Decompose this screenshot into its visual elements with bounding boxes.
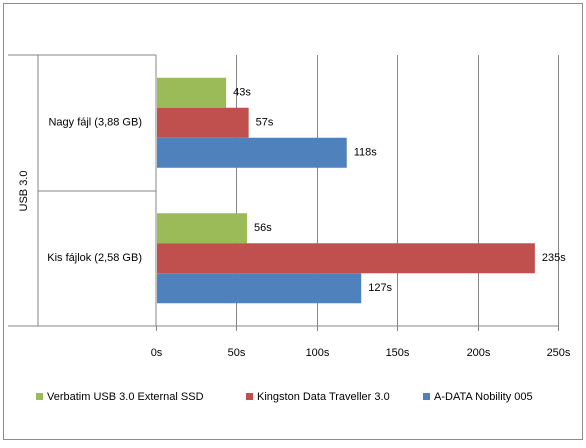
x-tick-label: 100s (306, 347, 330, 359)
legend-label: Kingston Data Traveller 3.0 (257, 391, 390, 403)
legend-item: Verbatim USB 3.0 External SSD (36, 391, 204, 403)
bar (157, 107, 249, 138)
bar (157, 213, 248, 244)
legend-swatch (246, 393, 253, 400)
x-tick-label: 0s (151, 347, 163, 359)
bar (157, 77, 227, 108)
bars (157, 77, 535, 304)
data-label: 56s (254, 222, 272, 234)
bar (157, 273, 362, 304)
legend-label: Verbatim USB 3.0 External SSD (47, 391, 204, 403)
group-label: USB 3.0 (18, 171, 30, 212)
legend-item: Kingston Data Traveller 3.0 (246, 391, 390, 403)
x-tick-label: 200s (467, 347, 491, 359)
chart-border (3, 3, 583, 440)
legend-item: A-DATA Nobility 005 (423, 391, 533, 403)
data-label: 235s (542, 252, 566, 264)
data-label: 127s (368, 282, 392, 294)
category-label: Kis fájlok (2,58 GB) (47, 252, 142, 264)
x-tick-label: 50s (228, 347, 246, 359)
legend-label: A-DATA Nobility 005 (434, 391, 533, 403)
labels: 0s 50s 100s 150s 200s 250s 43s 57s 118s Nagy fájl… (47, 87, 571, 359)
axes: USB 3.0 (8, 54, 558, 327)
legend-swatch (423, 393, 430, 400)
data-label: 57s (256, 117, 274, 129)
legend-swatch (36, 393, 43, 400)
data-label: 43s (233, 87, 251, 99)
category-label: Nagy fájl (3,88 GB) (48, 117, 142, 129)
x-tick-label: 150s (386, 347, 410, 359)
data-label: 118s (354, 147, 378, 159)
bar (157, 137, 347, 168)
bar (157, 243, 535, 274)
x-tick-label: 250s (547, 347, 571, 359)
legend: Verbatim USB 3.0 External SSD Kingston Da… (36, 391, 533, 403)
